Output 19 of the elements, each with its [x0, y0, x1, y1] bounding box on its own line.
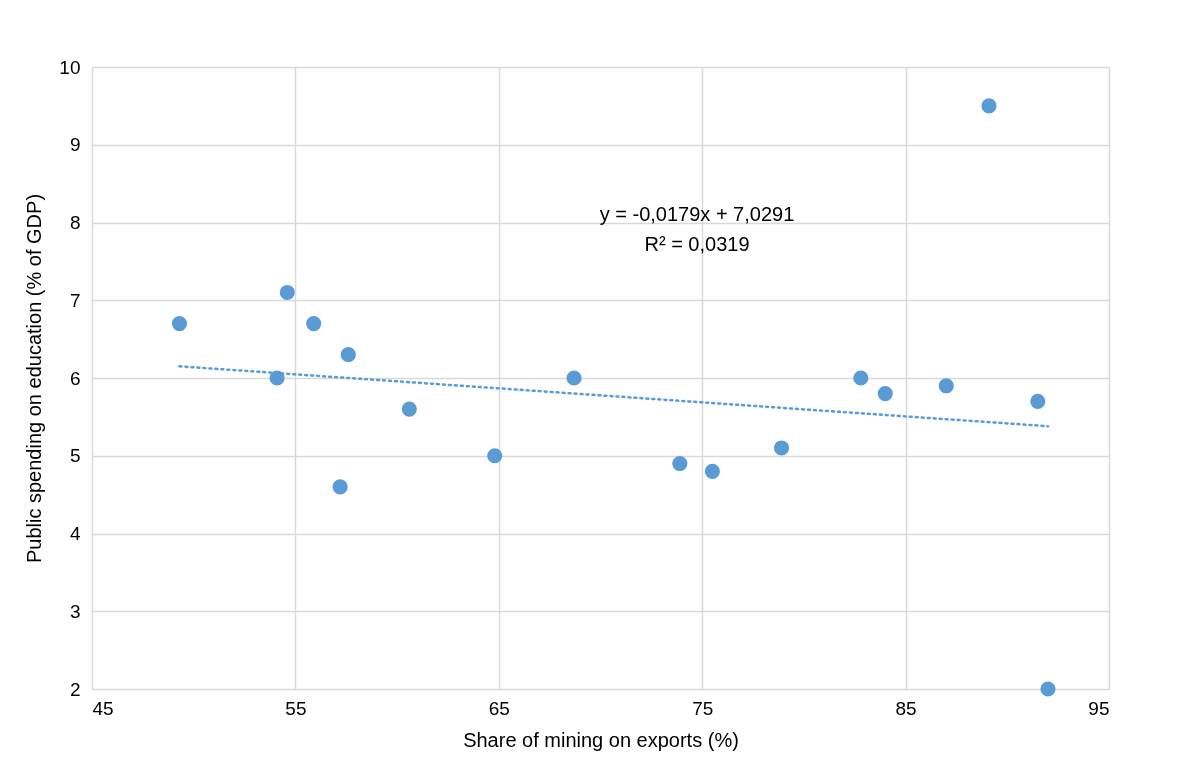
annotation: y = -0,0179x + 7,0291	[599, 203, 795, 225]
x-tick-label: 65	[488, 697, 510, 719]
x-tick-label: 45	[92, 697, 114, 719]
y-tick-label: 4	[69, 523, 81, 544]
y-axis-title: Public spending on education (% of GDP)	[23, 193, 46, 564]
x-tick-label: 85	[895, 697, 917, 719]
annotation: R² = 0,0319	[644, 233, 750, 255]
x-tick-label: 55	[285, 697, 307, 719]
y-tick-label: 5	[69, 445, 81, 467]
y-tick-label: 9	[69, 134, 81, 156]
y-tick-label: 6	[69, 367, 81, 389]
x-tick-label: 75	[692, 697, 714, 719]
y-tick-label: 7	[69, 289, 81, 311]
y-tick-label: 2	[69, 678, 81, 700]
y-tick-label: 10	[59, 56, 81, 78]
y-tick-label: 3	[69, 600, 81, 622]
x-axis-title: Share of mining on exports (%)	[463, 728, 739, 751]
y-tick-label: 8	[69, 212, 81, 233]
x-tick-label: 95	[1088, 697, 1110, 719]
